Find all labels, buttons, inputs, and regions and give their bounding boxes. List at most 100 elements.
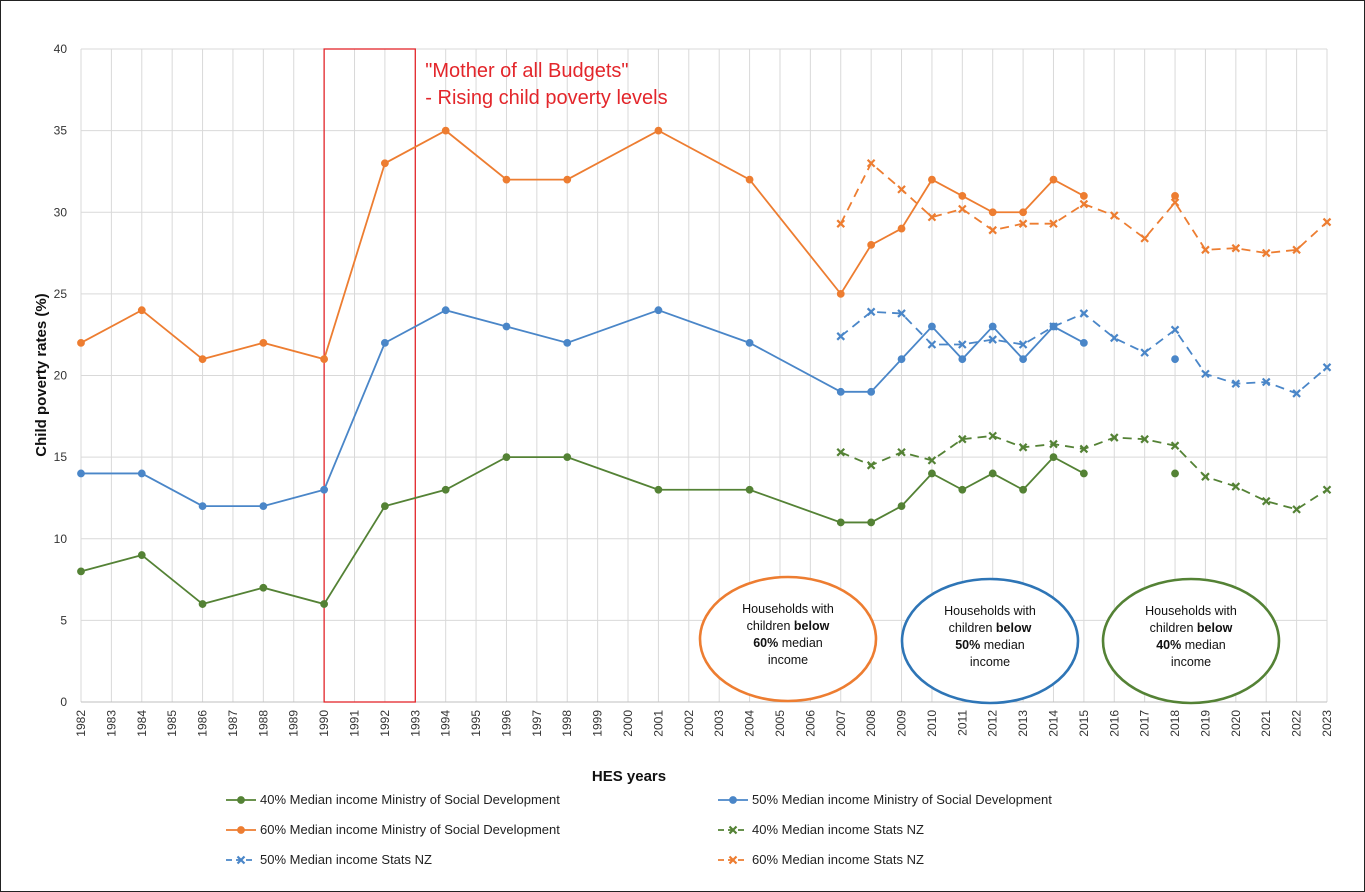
bubble-3: Households with children below 40% median i… xyxy=(1101,577,1281,705)
data-point xyxy=(958,434,967,444)
data-point xyxy=(1170,325,1180,335)
bubble-text-line: income xyxy=(970,655,1010,669)
data-point xyxy=(137,469,146,478)
x-tick-label: 1993 xyxy=(408,710,422,737)
data-point xyxy=(729,796,737,804)
data-point xyxy=(1079,469,1088,478)
legend-item-5: 50% Median income Stats NZ xyxy=(226,852,432,867)
data-point xyxy=(867,241,876,249)
x-tick-label: 2010 xyxy=(925,710,939,737)
data-point xyxy=(198,355,207,364)
bubble-ellipse xyxy=(698,575,878,703)
data-point xyxy=(77,338,85,347)
data-point xyxy=(897,309,906,318)
data-point xyxy=(441,126,450,135)
bubble-text-line: Households with xyxy=(944,604,1036,618)
bubble-text-line: Households with xyxy=(1145,604,1237,618)
data-point xyxy=(958,485,967,494)
data-point xyxy=(654,126,663,135)
x-tick-label: 2000 xyxy=(621,710,635,737)
data-point xyxy=(320,600,329,608)
legend-label: 50% Median income Stats NZ xyxy=(260,852,432,867)
data-point xyxy=(728,855,738,865)
legend-item-1: 40% Median income Ministry of Social Dev… xyxy=(226,792,560,807)
x-tick-label: 2007 xyxy=(834,710,848,737)
x-tick-label: 2015 xyxy=(1077,710,1091,737)
data-point xyxy=(988,208,997,217)
data-point xyxy=(958,340,967,349)
data-point xyxy=(836,219,846,228)
x-tick-label: 2003 xyxy=(712,710,726,737)
data-point xyxy=(1018,443,1028,452)
data-point xyxy=(745,338,754,347)
data-point xyxy=(1109,333,1119,343)
data-point xyxy=(1322,363,1332,372)
y-axis-title: Child poverty rates (%) xyxy=(33,293,50,456)
x-tick-label: 1983 xyxy=(104,710,118,737)
legend-item-3: 60% Median income Ministry of Social Dev… xyxy=(226,822,560,837)
x-tick-label: 1992 xyxy=(378,710,392,737)
data-point xyxy=(502,322,511,331)
data-point xyxy=(927,340,937,349)
data-point xyxy=(836,289,845,298)
y-tick-label: 30 xyxy=(54,205,68,219)
data-point xyxy=(1140,434,1149,444)
data-point xyxy=(1019,355,1027,364)
x-tick-label: 2005 xyxy=(773,710,787,737)
bubble-text-line: Households with xyxy=(742,602,834,616)
data-point xyxy=(1171,469,1179,478)
y-tick-label: 35 xyxy=(54,124,68,138)
bubble-text-line: children below xyxy=(1150,621,1233,635)
x-tick-label: 1989 xyxy=(287,710,301,737)
data-point xyxy=(897,502,906,511)
data-point xyxy=(1109,211,1119,220)
data-point xyxy=(236,855,246,865)
x-tick-label: 2018 xyxy=(1168,710,1182,737)
bubble-1: Households with children below 60% median i… xyxy=(698,575,878,703)
data-point xyxy=(988,322,997,331)
data-point xyxy=(137,306,146,315)
data-point xyxy=(77,469,85,478)
data-point xyxy=(654,485,663,494)
data-point xyxy=(927,212,937,222)
data-point xyxy=(1322,485,1332,495)
data-point xyxy=(897,224,906,233)
x-tick-label: 2017 xyxy=(1138,710,1152,737)
x-tick-label: 1998 xyxy=(560,710,574,737)
data-point xyxy=(728,825,738,835)
data-point xyxy=(198,502,207,511)
x-tick-label: 2012 xyxy=(986,710,1000,737)
series-line xyxy=(80,129,1085,361)
data-point xyxy=(563,175,572,184)
data-point xyxy=(441,485,450,494)
series-1 xyxy=(77,453,1179,608)
data-point xyxy=(1049,219,1058,228)
data-point xyxy=(381,502,389,511)
data-point xyxy=(1261,377,1271,387)
data-point xyxy=(320,485,329,494)
data-point xyxy=(745,175,754,184)
y-tick-label: 5 xyxy=(60,613,67,627)
data-point xyxy=(958,204,967,214)
bubble-text-line: 40% median xyxy=(1156,638,1226,652)
legend: 40% Median income Ministry of Social Dev… xyxy=(226,792,1052,867)
data-point xyxy=(836,332,846,341)
data-point xyxy=(1140,234,1149,243)
y-tick-label: 10 xyxy=(54,532,68,546)
data-point xyxy=(867,518,876,527)
x-axis-title: HES years xyxy=(592,768,666,785)
data-point xyxy=(1292,505,1301,514)
bubble-text-line: 60% median xyxy=(753,636,823,650)
series-3 xyxy=(77,126,1179,364)
data-point xyxy=(928,175,936,184)
data-point xyxy=(1079,338,1088,347)
data-point xyxy=(927,456,937,465)
data-point xyxy=(958,355,967,364)
x-tick-label: 1986 xyxy=(196,710,210,737)
axes: 0 5 10 15 20 25 30 35 40 1982 1983 1984 1985 1986 1987… xyxy=(54,42,1334,737)
data-point xyxy=(563,338,572,347)
x-tick-label: 2020 xyxy=(1229,710,1243,737)
bubble-text-line: income xyxy=(1171,655,1211,669)
